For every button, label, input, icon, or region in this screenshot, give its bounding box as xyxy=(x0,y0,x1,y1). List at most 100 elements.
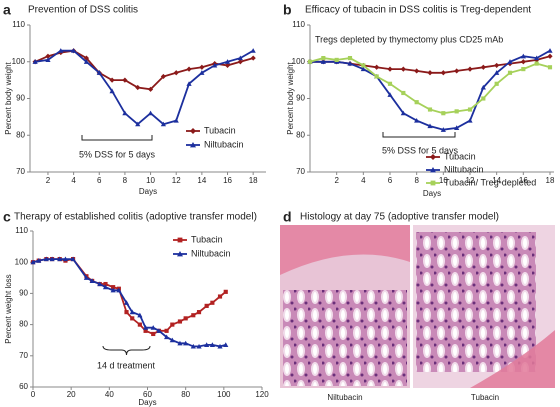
data-point xyxy=(137,322,142,327)
y-tick-label: 90 xyxy=(16,94,25,103)
data-point xyxy=(237,55,243,61)
y-tick-label: 70 xyxy=(16,167,25,176)
data-point xyxy=(169,337,175,343)
data-point xyxy=(414,100,419,105)
data-point xyxy=(374,74,379,79)
data-point xyxy=(109,77,115,83)
annotation-bracket xyxy=(81,135,153,141)
data-point xyxy=(427,70,433,76)
data-point xyxy=(89,278,95,283)
data-point xyxy=(534,55,540,61)
data-point xyxy=(147,110,154,116)
data-point xyxy=(124,310,129,315)
data-point xyxy=(534,61,539,66)
y-tick-label: 80 xyxy=(16,130,25,139)
data-point xyxy=(111,285,116,290)
y-tick-label: 110 xyxy=(292,20,305,29)
histology-image-left xyxy=(280,225,410,388)
data-point xyxy=(250,48,256,53)
legend-label: Tubacin/ Treg-depleted xyxy=(444,177,536,187)
data-point xyxy=(387,81,393,86)
x-tick-label: 100 xyxy=(217,390,231,399)
data-point xyxy=(210,300,215,305)
data-point xyxy=(183,316,188,321)
panel-letter: d xyxy=(283,209,292,225)
data-point xyxy=(347,55,353,61)
legend-label: Tubacin xyxy=(204,125,236,135)
data-point xyxy=(116,287,122,293)
data-point xyxy=(480,84,486,90)
data-point xyxy=(347,60,353,66)
y-tick-label: 110 xyxy=(15,226,28,235)
data-point xyxy=(102,284,109,290)
x-tick-label: 8 xyxy=(414,176,419,185)
data-point xyxy=(440,70,446,76)
annotation-bracket xyxy=(382,132,456,138)
y-axis-label: Percent weight loss xyxy=(4,274,13,343)
data-point xyxy=(196,343,202,349)
panel-letter: c xyxy=(3,209,11,225)
data-point xyxy=(143,328,148,333)
data-point xyxy=(123,300,130,305)
data-point xyxy=(183,340,189,346)
legend-marker xyxy=(177,251,183,257)
data-point xyxy=(224,62,231,69)
legend-marker xyxy=(430,180,436,186)
x-tick-label: 20 xyxy=(67,390,76,399)
data-point xyxy=(223,342,229,347)
data-point xyxy=(45,57,51,62)
y-tick-label: 100 xyxy=(292,57,306,66)
data-point xyxy=(71,48,77,53)
x-tick-label: 18 xyxy=(546,176,555,185)
caption: Tubacin xyxy=(471,393,499,402)
panel-letter: a xyxy=(3,2,11,18)
x-tick-label: 2 xyxy=(334,176,339,185)
data-point xyxy=(57,256,63,262)
x-tick-label: 80 xyxy=(181,390,190,399)
annotation: 5% DSS for 5 days xyxy=(79,149,156,159)
data-point xyxy=(520,59,526,65)
legend-marker xyxy=(177,237,183,243)
chart-title: Efficacy of tubacin in DSS colitis is Tr… xyxy=(305,5,531,16)
data-point xyxy=(173,117,179,123)
chart-title: Prevention of DSS colitis xyxy=(28,5,138,16)
data-point xyxy=(62,256,69,262)
data-point xyxy=(441,111,446,116)
data-point xyxy=(122,110,128,116)
data-point xyxy=(334,57,339,62)
data-point xyxy=(135,121,141,127)
data-point xyxy=(186,66,192,72)
data-point xyxy=(186,81,192,86)
data-point xyxy=(199,70,205,75)
data-point xyxy=(547,53,553,59)
data-point xyxy=(160,121,166,127)
x-tick-label: 10 xyxy=(439,176,448,185)
data-point xyxy=(507,59,513,64)
chart-subtitle: Tregs depleted by thymectomy plus CD25 m… xyxy=(315,34,503,44)
x-axis-label: Days xyxy=(138,398,156,407)
y-tick-label: 60 xyxy=(19,382,28,391)
x-tick-label: 14 xyxy=(197,176,206,185)
data-point xyxy=(36,258,42,263)
legend-label: Niltubacin xyxy=(204,139,244,149)
data-point xyxy=(129,309,135,315)
data-point xyxy=(156,328,162,333)
x-axis-label: Days xyxy=(139,187,157,196)
series-line xyxy=(34,49,254,91)
panel-letter: b xyxy=(283,2,292,18)
y-tick-label: 100 xyxy=(15,257,29,266)
data-point xyxy=(110,287,116,293)
data-point xyxy=(142,325,149,330)
data-point xyxy=(212,62,218,68)
data-point xyxy=(400,110,406,116)
data-point xyxy=(83,59,90,64)
x-tick-label: 16 xyxy=(223,176,232,185)
data-point xyxy=(164,328,169,333)
data-point xyxy=(137,312,143,318)
data-point xyxy=(223,289,228,294)
data-point xyxy=(177,340,183,346)
data-point xyxy=(481,96,486,101)
x-axis-label: Days xyxy=(423,189,441,198)
legend-marker xyxy=(190,142,196,148)
